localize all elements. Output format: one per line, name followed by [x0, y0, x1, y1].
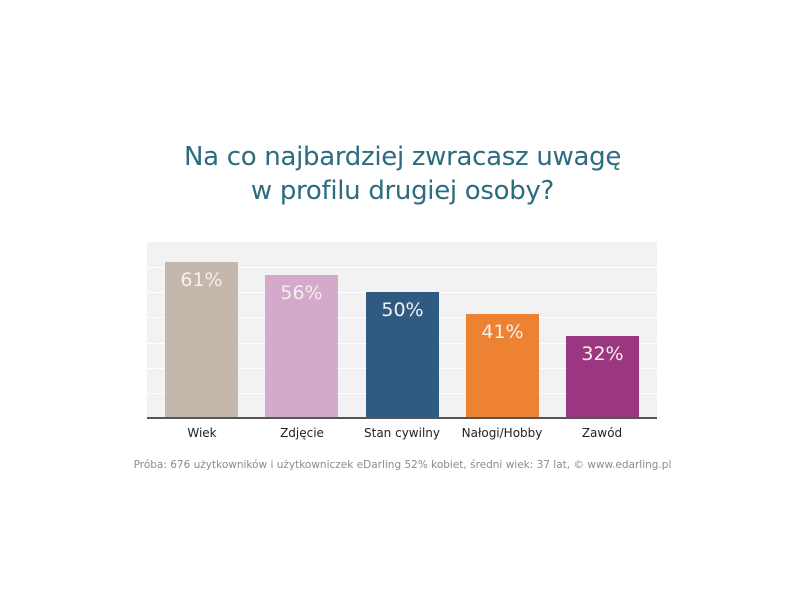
x-tick-label: Wiek — [187, 426, 217, 440]
bar-value-label: 41% — [481, 321, 524, 343]
bar-value-label: 61% — [180, 269, 223, 291]
bar-zdjecie: 56% — [265, 275, 338, 418]
x-axis-line — [147, 417, 657, 419]
chart-title-line-1: Na co najbardziej zwracasz uwagę — [183, 142, 622, 172]
x-tick-label: Nałogi/Hobby — [461, 426, 543, 440]
source-footnote: Próba: 676 użytkowników i użytkowniczek … — [133, 459, 672, 471]
plot-area: 61% 56% 50% 41% 32% — [147, 242, 657, 418]
chart-title-line-2: w profilu drugiej osoby? — [250, 176, 555, 206]
bar-wiek: 61% — [165, 262, 238, 418]
bar-zawod: 32% — [566, 336, 639, 418]
x-tick-label: Zawód — [581, 426, 623, 440]
gridline — [147, 267, 657, 268]
x-tick-label: Stan cywilny — [364, 426, 440, 440]
bar-nalogi-hobby: 41% — [466, 314, 539, 418]
bar-value-label: 56% — [280, 282, 323, 304]
x-tick-label: Zdjęcie — [280, 426, 324, 440]
bar-value-label: 32% — [581, 343, 624, 365]
chart-title: Na co najbardziej zwracasz uwagę w profi… — [0, 140, 805, 208]
bar-stan-cywilny: 50% — [366, 292, 439, 418]
bar-value-label: 50% — [381, 299, 424, 321]
